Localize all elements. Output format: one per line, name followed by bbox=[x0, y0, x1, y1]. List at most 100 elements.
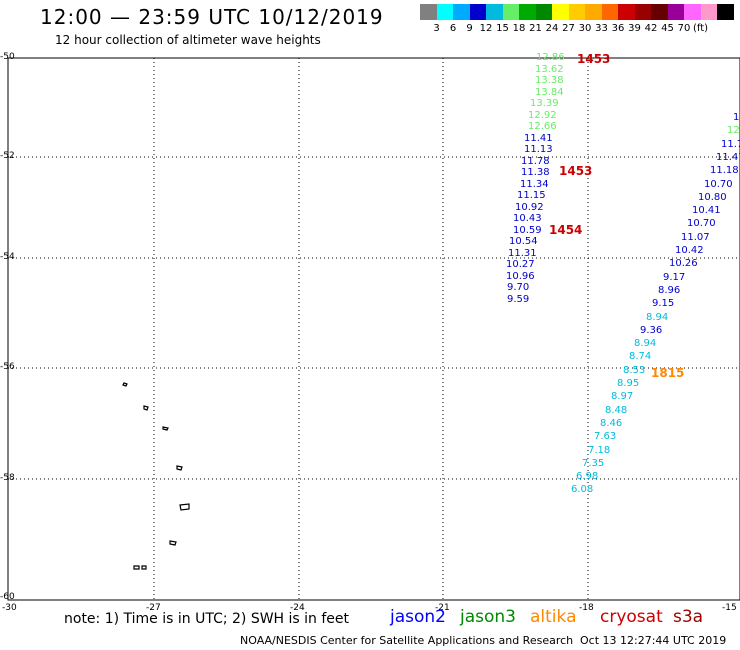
swh-reading: 10.26 bbox=[669, 258, 698, 269]
mission-jason2: jason2 bbox=[390, 607, 446, 627]
swh-reading: 9.70 bbox=[507, 282, 530, 293]
swh-reading: 8.53 bbox=[623, 365, 646, 376]
swh-reading: 12.92 bbox=[528, 109, 557, 121]
generated-timestamp: Oct 13 12:27:44 UTC 2019 bbox=[580, 634, 727, 647]
graticule bbox=[8, 58, 740, 600]
lat-label: -50 bbox=[0, 52, 15, 62]
scale-swatch bbox=[519, 4, 536, 20]
lat-label: -52 bbox=[0, 151, 15, 161]
swh-reading: 8.46 bbox=[600, 418, 623, 429]
scale-label: 30 bbox=[578, 23, 592, 34]
swh-reading: 10.96 bbox=[506, 270, 535, 282]
scale-swatch bbox=[651, 4, 668, 20]
swh-reading: 12 bbox=[727, 125, 740, 136]
lat-label: -54 bbox=[0, 252, 15, 262]
island bbox=[176, 465, 183, 471]
island bbox=[133, 565, 140, 570]
swh-reading: 10.41 bbox=[692, 205, 721, 216]
scale-label: 15 bbox=[496, 23, 509, 34]
swh-reading: 10.92 bbox=[515, 201, 544, 213]
scale-label: (ft) bbox=[692, 23, 709, 34]
scale-swatch bbox=[717, 4, 734, 20]
swh-reading: 8.48 bbox=[605, 405, 628, 416]
swh-reading: 7.35 bbox=[582, 458, 605, 469]
scale-label: 18 bbox=[512, 23, 526, 34]
swh-reading: 12.86 bbox=[536, 52, 565, 63]
swh-reading: 9.17 bbox=[663, 272, 686, 283]
swh-reading: 8.94 bbox=[646, 312, 669, 323]
scale-swatch bbox=[552, 4, 569, 20]
credit-line: NOAA/NESDIS Center for Satellite Applica… bbox=[240, 634, 574, 647]
scale-swatch bbox=[436, 4, 454, 20]
island bbox=[169, 540, 177, 546]
swh-reading: 11.41 bbox=[524, 132, 553, 144]
scale-swatch bbox=[634, 4, 652, 20]
scale-label: 42 bbox=[644, 23, 658, 34]
mission-cryosat: cryosat bbox=[600, 607, 663, 627]
swh-reading: 10.43 bbox=[513, 213, 542, 224]
map-title: 12:00 — 23:59 UTC 10/12/2019 bbox=[40, 5, 384, 29]
pass-time-label: 1453 bbox=[559, 164, 593, 178]
scale-label: 21 bbox=[529, 23, 542, 34]
scale-swatch bbox=[667, 4, 685, 20]
swh-reading: 6.98 bbox=[576, 471, 599, 482]
swh-reading: 11.07 bbox=[681, 232, 710, 243]
scale-label: 33 bbox=[595, 23, 608, 34]
swh-reading: 10.70 bbox=[687, 218, 716, 229]
units-note: note: 1) Time is in UTC; 2) SWH is in fe… bbox=[64, 611, 350, 627]
map-frame bbox=[7, 57, 740, 601]
swh-reading: 13.62 bbox=[535, 63, 564, 75]
swh-reading: 11.47 bbox=[716, 152, 740, 163]
scale-swatch bbox=[700, 4, 718, 20]
island bbox=[162, 426, 169, 431]
swh-reading: 8.95 bbox=[617, 378, 640, 389]
swh-reading: 10.70 bbox=[704, 179, 733, 190]
swh-reading: 11.18 bbox=[710, 165, 739, 176]
swh-reading: 10.42 bbox=[675, 245, 704, 256]
scale-swatch bbox=[502, 4, 520, 20]
scale-label: 9 bbox=[466, 23, 473, 34]
island bbox=[141, 565, 147, 570]
mission-altika: altika bbox=[530, 607, 577, 627]
swh-reading: 7.18 bbox=[588, 445, 611, 456]
mission-s3a: s3a bbox=[673, 607, 704, 627]
pass-time-label: 1453 bbox=[577, 52, 611, 66]
swh-reading: 12.66 bbox=[528, 121, 557, 132]
swh-reading: 10.80 bbox=[698, 192, 727, 203]
scale-swatch bbox=[601, 4, 619, 20]
scale-label: 39 bbox=[628, 23, 641, 34]
lon-label: -24 bbox=[290, 603, 305, 613]
lon-label: -30 bbox=[2, 603, 17, 613]
scale-label: 12 bbox=[479, 23, 493, 34]
swh-reading: 6.08 bbox=[571, 484, 594, 495]
lat-label: -56 bbox=[0, 362, 15, 372]
lon-label: -27 bbox=[146, 603, 161, 613]
island-outlines bbox=[122, 382, 190, 570]
swh-reading: 9.15 bbox=[652, 298, 675, 309]
scale-swatch bbox=[535, 4, 553, 20]
scale-label: 3 bbox=[433, 23, 440, 34]
scale-swatch bbox=[568, 4, 586, 20]
swh-reading: 9.59 bbox=[507, 293, 530, 305]
scale-label: 70 bbox=[677, 23, 691, 34]
scale-swatch bbox=[585, 4, 602, 20]
pass-time-label: 1815 bbox=[651, 366, 685, 380]
swh-reading: 8.96 bbox=[658, 285, 681, 296]
swh-reading: 11.31 bbox=[508, 247, 537, 259]
scale-label: 27 bbox=[562, 23, 575, 34]
swh-reading: 11.7 bbox=[721, 139, 740, 150]
lon-label: -15 bbox=[722, 603, 737, 613]
swh-reading: 8.94 bbox=[634, 338, 657, 349]
scale-label: 36 bbox=[611, 23, 625, 34]
island bbox=[143, 405, 149, 411]
scale-label: 6 bbox=[449, 23, 457, 34]
scale-swatch bbox=[469, 4, 487, 20]
swh-reading: 11.15 bbox=[517, 190, 546, 201]
lon-label: -21 bbox=[435, 603, 450, 613]
pass-time-label: 1454 bbox=[549, 223, 583, 237]
scale-swatch bbox=[453, 4, 470, 20]
swh-reading: 7.63 bbox=[594, 431, 617, 442]
swh-reading: 11.78 bbox=[521, 155, 550, 167]
swh-reading: 13.84 bbox=[535, 86, 564, 98]
